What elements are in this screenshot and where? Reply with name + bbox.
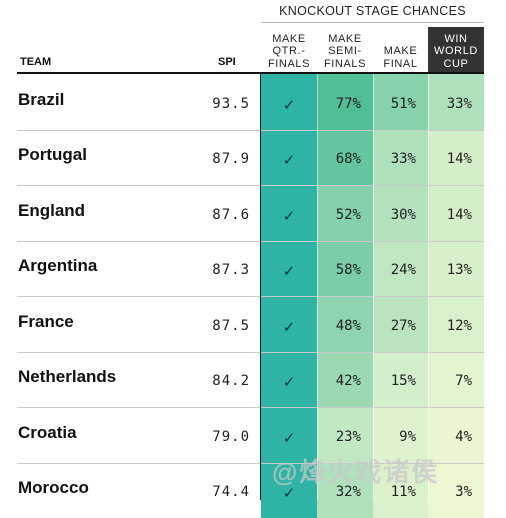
header-rule (17, 72, 484, 74)
team-name: Portugal (18, 130, 87, 182)
row-divider (17, 241, 484, 242)
win-value-cell: 13% (428, 241, 484, 297)
row-divider (17, 185, 484, 186)
sf-value-cell: 77% (317, 74, 373, 130)
qf-check-cell: ✓ (261, 130, 317, 186)
sf-value-cell: 68% (317, 130, 373, 186)
divider-line (260, 72, 261, 500)
final-value-cell: 15% (373, 352, 428, 408)
win-column-header: WIN WORLD CUP (428, 27, 484, 72)
group-title: KNOCKOUT STAGE CHANCES (261, 0, 484, 23)
spi-value: 87.9 (200, 130, 250, 186)
team-name: Morocco (18, 463, 89, 515)
sf-value-cell: 48% (317, 296, 373, 352)
qf-column-header: MAKE QTR.- FINALS (261, 27, 317, 72)
team-name: England (18, 185, 85, 237)
qf-check-cell: ✓ (261, 352, 317, 408)
team-name: France (18, 296, 74, 348)
final-value-cell: 27% (373, 296, 428, 352)
final-column-header: MAKE FINAL (373, 27, 428, 72)
column-divider (428, 72, 429, 500)
sf-value-cell: 52% (317, 185, 373, 241)
win-value-cell: 12% (428, 296, 484, 352)
spi-value: 87.6 (200, 185, 250, 241)
row-divider (17, 352, 484, 353)
team-name: Argentina (18, 241, 97, 293)
win-value-cell: 7% (428, 352, 484, 408)
row-divider (17, 407, 484, 408)
win-value-cell: 33% (428, 74, 484, 130)
win-value-cell: 14% (428, 130, 484, 186)
team-name: Croatia (18, 407, 77, 459)
row-divider (17, 296, 484, 297)
spi-value: 79.0 (200, 407, 250, 463)
column-divider (317, 72, 318, 500)
watermark: @烽火戏诸侯 (272, 452, 439, 489)
spi-value: 87.5 (200, 296, 250, 352)
spi-value: 84.2 (200, 352, 250, 408)
sf-value-cell: 58% (317, 241, 373, 297)
qf-check-cell: ✓ (261, 74, 317, 130)
row-divider (17, 130, 484, 131)
team-name: Netherlands (18, 352, 116, 404)
spi-value: 93.5 (200, 74, 250, 130)
qf-check-cell: ✓ (261, 296, 317, 352)
final-value-cell: 51% (373, 74, 428, 130)
final-value-cell: 30% (373, 185, 428, 241)
column-divider (373, 72, 374, 500)
team-column-header: TEAM (20, 56, 51, 68)
qf-check-cell: ✓ (261, 185, 317, 241)
spi-column-header: SPI (218, 56, 236, 68)
final-value-cell: 33% (373, 130, 428, 186)
final-value-cell: 24% (373, 241, 428, 297)
spi-value: 87.3 (200, 241, 250, 297)
sf-column-header: MAKE SEMI- FINALS (317, 27, 373, 72)
win-value-cell: 14% (428, 185, 484, 241)
spi-value: 74.4 (200, 463, 250, 518)
qf-check-cell: ✓ (261, 241, 317, 297)
knockout-chances-table: KNOCKOUT STAGE CHANCES TEAM SPI MAKE QTR… (0, 0, 506, 500)
team-name: Brazil (18, 74, 64, 126)
sf-value-cell: 42% (317, 352, 373, 408)
